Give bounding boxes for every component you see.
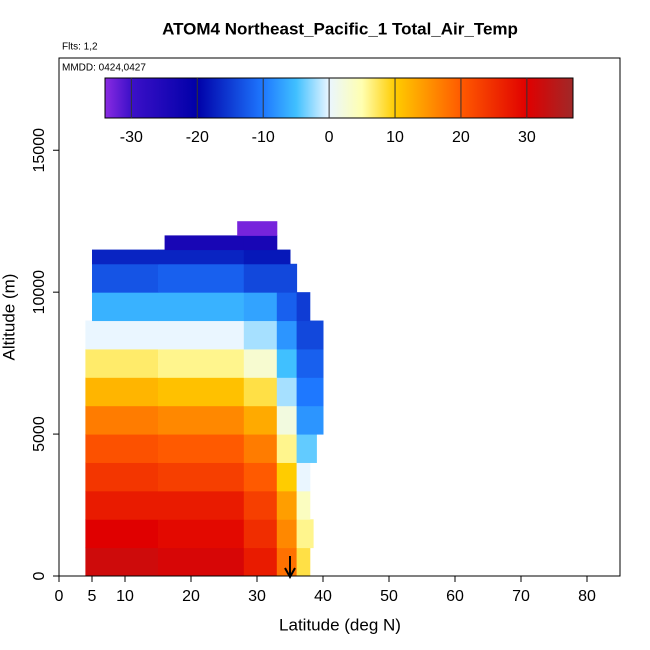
colorbar-tick-label: 0 <box>325 129 334 146</box>
heatmap-cell <box>158 377 245 407</box>
heatmap-cell <box>92 292 159 322</box>
colorbar <box>104 77 574 119</box>
heatmap-cell <box>243 292 278 322</box>
heatmap-cell <box>85 490 159 520</box>
heatmap-cell <box>243 263 298 293</box>
heatmap-cell <box>243 348 278 378</box>
heatmap-cell <box>243 320 278 350</box>
heatmap-cell <box>85 462 159 492</box>
heatmap-cell <box>85 434 159 463</box>
heatmap-cell <box>92 249 159 265</box>
heatmap-cell <box>85 519 159 549</box>
heatmap-cell <box>85 405 159 435</box>
heatmap-cell <box>296 405 324 435</box>
marker-arrow-head <box>284 567 296 580</box>
heatmap-cell <box>276 434 298 463</box>
heatmap-cell <box>296 377 324 407</box>
heatmap-cell <box>243 434 278 463</box>
y-axis-label: Altitude (m) <box>0 274 18 361</box>
heatmap-cell <box>296 434 317 463</box>
heatmap-cell <box>85 320 159 350</box>
heatmap-cell <box>92 263 159 293</box>
y-tick-label: 5000 <box>31 416 48 452</box>
heatmap-cell <box>276 405 298 435</box>
x-tick-label: 70 <box>512 588 530 605</box>
heatmap-cell <box>243 490 278 520</box>
heatmap-cell <box>85 377 159 407</box>
heatmap-cell <box>164 235 245 251</box>
heatmap-cell <box>276 292 298 322</box>
heatmap-cell <box>158 490 245 520</box>
colorbar-tick-label: 30 <box>518 129 536 146</box>
heatmap-cell <box>85 348 159 378</box>
x-tick-label: 30 <box>248 588 266 605</box>
y-tick-label: 15000 <box>31 128 48 173</box>
x-tick-label: 5 <box>88 588 97 605</box>
heatmap-cell <box>276 348 298 378</box>
heatmap-cell <box>158 249 245 265</box>
x-axis-label: Latitude (deg N) <box>279 615 401 634</box>
heatmap-cell <box>296 462 311 492</box>
heatmap-cell <box>158 519 245 549</box>
x-tick-label: 60 <box>446 588 464 605</box>
heatmap-cell <box>243 235 278 251</box>
heatmap-cell <box>158 547 245 577</box>
heatmap-cell <box>243 249 291 265</box>
y-tick-label: 0 <box>31 571 48 580</box>
plot-frame <box>58 57 621 577</box>
heatmap-cell <box>158 263 245 293</box>
x-tick-label: 40 <box>314 588 332 605</box>
heatmap-cell <box>276 547 298 577</box>
heatmap-cell <box>276 519 298 549</box>
heatmap-cell <box>158 348 245 378</box>
heatmap-cell <box>158 320 245 350</box>
heatmap-cell <box>243 519 278 549</box>
heatmap-cell <box>85 547 159 577</box>
colorbar-tick-label: -10 <box>252 129 275 146</box>
heatmap-cell <box>296 320 324 350</box>
heatmap-cell <box>296 490 311 520</box>
heatmap-cell <box>158 405 245 435</box>
heatmap-cell <box>158 462 245 492</box>
x-tick-label: 20 <box>182 588 200 605</box>
x-tick-label: 50 <box>380 588 398 605</box>
x-tick-label: 80 <box>578 588 596 605</box>
x-tick-label: 0 <box>55 588 64 605</box>
heatmap-cell <box>243 547 278 577</box>
x-tick-label: 10 <box>116 588 134 605</box>
heatmap-cell <box>296 547 311 577</box>
chart-title: ATOM4 Northeast_Pacific_1 Total_Air_Temp <box>162 19 518 38</box>
colorbar-tick-label: -20 <box>186 129 209 146</box>
heatmap-cell <box>276 462 298 492</box>
heatmap-cell <box>237 221 278 236</box>
heatmap-cell <box>296 292 311 322</box>
colorbar-tick-label: -30 <box>120 129 143 146</box>
heatmap-cell <box>243 377 278 407</box>
heatmap-cell <box>276 320 298 350</box>
heatmap-cell <box>296 348 324 378</box>
colorbar-tick-label: 20 <box>452 129 470 146</box>
annotation: MMDD: 0424,0427 <box>62 63 146 74</box>
heatmap-cell <box>296 519 314 549</box>
colorbar-tick-label: 10 <box>386 129 404 146</box>
heatmap-cell <box>158 434 245 463</box>
heatmap-cell <box>158 292 245 322</box>
y-tick-label: 10000 <box>31 270 48 315</box>
annotation: Flts: 1,2 <box>62 42 98 53</box>
heatmap-cell <box>243 405 278 435</box>
heatmap-cell <box>243 462 278 492</box>
heatmap-cell <box>276 490 298 520</box>
heatmap-cell <box>276 377 298 407</box>
